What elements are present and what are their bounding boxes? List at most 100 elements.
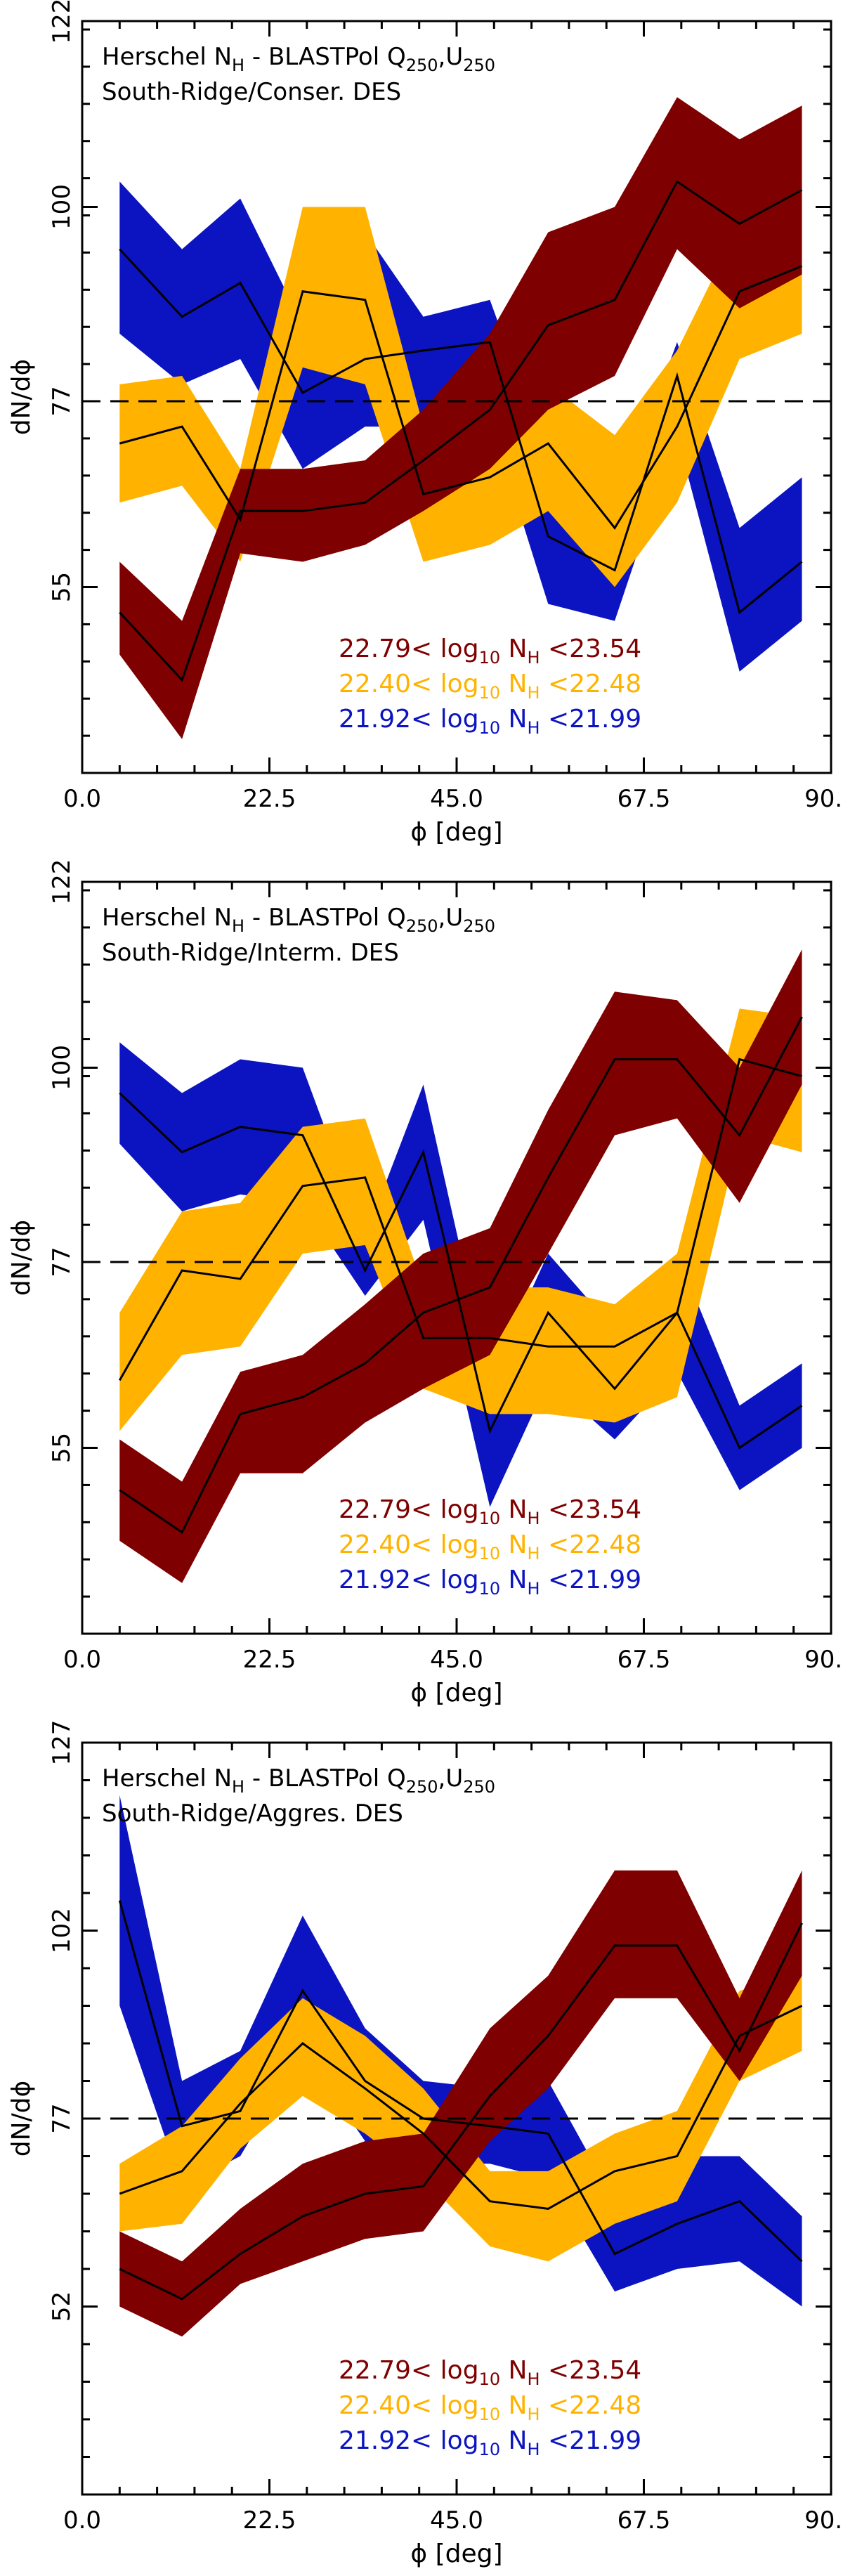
legend-log-base: 10 (479, 2440, 501, 2459)
y-tick-label: 77 (48, 1247, 76, 1277)
legend-log: log (432, 2426, 478, 2455)
legend-space (540, 2426, 548, 2455)
legend-n-subscript: H (527, 718, 540, 738)
legend-log: log (432, 705, 478, 734)
legend-n-subscript: H (527, 1579, 540, 1599)
legend-log-base: 10 (479, 648, 501, 668)
plot-area (118, 1795, 803, 2337)
legend-space (540, 1566, 548, 1594)
band-red (119, 949, 802, 1583)
x-axis-label: ϕ [deg] (410, 818, 502, 847)
x-tick-label: 22.5 (243, 1646, 296, 1674)
legend-space (540, 635, 548, 663)
x-tick-label: 67.5 (617, 785, 671, 813)
legend-entry-blue: 21.92< log10 NH <21.99 (339, 2426, 641, 2459)
x-tick-label: 22.5 (243, 785, 296, 813)
legend-upper-bound: <22.48 (548, 2391, 641, 2420)
band-orange (119, 1008, 802, 1431)
legend-entry-red: 22.79< log10 NH <23.54 (339, 2356, 641, 2389)
title-subscript: 250 (406, 916, 438, 936)
legend-log-base: 10 (479, 2369, 501, 2389)
y-tick-label: 122 (48, 0, 76, 44)
mean-line-orange (119, 2005, 803, 2210)
legend-n-subscript: H (527, 2369, 540, 2389)
y-tick-label: 77 (48, 386, 76, 416)
title-part: ,U (438, 1764, 464, 1793)
chart-subtitle: South-Ridge/Interm. DES (102, 939, 399, 967)
title-part: Herschel N (102, 1764, 232, 1793)
y-axis-label: dN/dϕ (7, 2081, 36, 2157)
x-axis-label: ϕ [deg] (410, 2539, 502, 2568)
y-tick-label: 55 (48, 572, 76, 602)
legend-space (540, 2356, 548, 2385)
x-tick-label: 45.0 (430, 1646, 483, 1674)
legend-lower-bound: 21.92< (339, 2426, 432, 2455)
y-tick-label: 102 (48, 1908, 76, 1953)
y-axis-label: dN/dϕ (7, 1220, 36, 1296)
chart-panel-3: 0.0 22.5 45.0 67.5 90.0 52 77 102 127 ϕ [deg] dN/d… (7, 1720, 843, 2568)
legend-log-base: 10 (479, 1544, 501, 1563)
legend-upper-bound: <23.54 (548, 2356, 641, 2385)
legend-log-base: 10 (479, 718, 501, 738)
legend-n: N (500, 1530, 527, 1559)
mean-line-orange (119, 265, 803, 530)
y-tick-label: 55 (48, 1433, 76, 1463)
title-subscript: 250 (406, 56, 438, 75)
title-subscript: 250 (463, 916, 495, 936)
chart-title: Herschel NH - BLASTPol Q250,U250 (102, 43, 495, 75)
legend-lower-bound: 22.79< (339, 2356, 432, 2385)
legend-upper-bound: <23.54 (548, 1495, 641, 1524)
legend-lower-bound: 22.79< (339, 635, 432, 663)
legend-n-subscript: H (527, 648, 540, 668)
legend-n: N (500, 2426, 527, 2455)
legend-entry-orange: 22.40< log10 NH <22.48 (339, 1530, 641, 1563)
title-part: - BLASTPol Q (244, 43, 406, 71)
legend-n: N (500, 2391, 527, 2420)
legend-log-base: 10 (479, 1509, 501, 1528)
legend-entry-red: 22.79< log10 NH <23.54 (339, 635, 641, 668)
y-tick-label: 52 (48, 2291, 76, 2322)
legend-upper-bound: <22.48 (548, 670, 641, 698)
legend-n-subscript: H (527, 683, 540, 703)
chart-panel-1: 0.0 22.5 45.0 67.5 90.0 55 77 100 122 ϕ [deg] dN/d… (7, 0, 843, 847)
x-tick-label: 0.0 (63, 2506, 101, 2535)
title-subscript: 250 (406, 1777, 438, 1797)
legend-log: log (432, 2391, 478, 2420)
mean-line-red (119, 1016, 803, 1534)
legend-n: N (500, 670, 527, 698)
chart-title: Herschel NH - BLASTPol Q250,U250 (102, 1764, 495, 1797)
title-subscript: H (232, 916, 244, 936)
title-subscript: 250 (463, 56, 495, 75)
title-part: Herschel N (102, 904, 232, 932)
title-part: - BLASTPol Q (244, 904, 406, 932)
legend-upper-bound: <22.48 (548, 1530, 641, 1559)
legend-log-base: 10 (479, 683, 501, 703)
y-tick-label: 122 (48, 859, 76, 905)
mean-line-red (119, 1923, 803, 2301)
x-tick-label: 0.0 (63, 785, 101, 813)
legend-log: log (432, 1566, 478, 1594)
legend-log: log (432, 635, 478, 663)
legend-n-subscript: H (527, 2405, 540, 2424)
mean-line-orange (118, 1058, 802, 1381)
legend-entry-blue: 21.92< log10 NH <21.99 (339, 1566, 641, 1599)
band-red (119, 1870, 802, 2337)
y-tick-label: 100 (48, 1045, 76, 1091)
band-orange (119, 1975, 802, 2262)
legend-lower-bound: 22.40< (339, 1530, 432, 1559)
title-subscript: H (232, 56, 244, 75)
x-axis-label: ϕ [deg] (410, 1679, 502, 1707)
x-tick-label: 90.0 (804, 1646, 843, 1674)
legend-upper-bound: <21.99 (548, 1566, 641, 1594)
legend-n: N (500, 705, 527, 734)
legend-space (540, 705, 548, 734)
legend-lower-bound: 21.92< (339, 705, 432, 734)
band-red (119, 97, 802, 739)
y-tick-label: 100 (48, 184, 76, 230)
chart-subtitle: South-Ridge/Aggres. DES (102, 1800, 403, 1828)
legend-log: log (432, 1495, 478, 1524)
title-subscript: 250 (463, 1777, 495, 1797)
legend-n-subscript: H (527, 2440, 540, 2459)
band-orange (119, 198, 802, 587)
legend-entry-red: 22.79< log10 NH <23.54 (339, 1495, 641, 1528)
